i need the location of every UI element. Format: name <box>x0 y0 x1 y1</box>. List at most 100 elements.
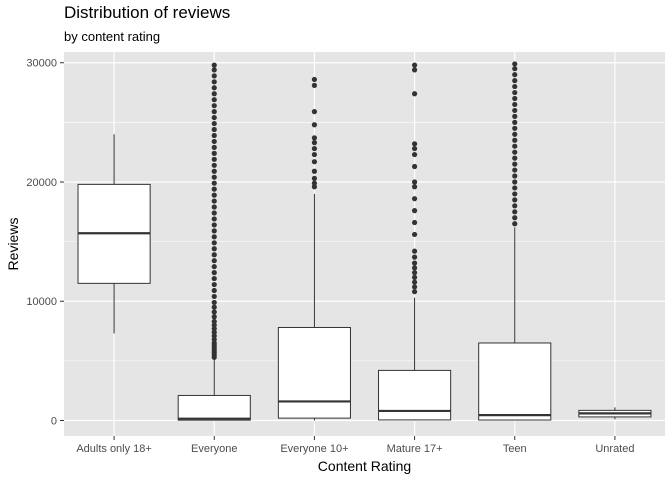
outlier-point <box>411 151 418 158</box>
outlier-point <box>211 109 217 115</box>
outlier-point <box>211 144 217 151</box>
outlier-point <box>211 85 217 91</box>
outlier-point <box>211 275 217 282</box>
outlier-point <box>311 151 318 158</box>
outlier-point <box>211 318 217 325</box>
outlier-point <box>211 168 217 174</box>
x-tick-label: Adults only 18+ <box>76 443 152 455</box>
outlier-point <box>211 174 217 180</box>
x-tick-label: Unrated <box>595 443 634 455</box>
boxes-layer <box>77 61 652 421</box>
outlier-point <box>211 246 217 252</box>
outlier-point <box>211 322 217 328</box>
outlier-point <box>211 210 217 216</box>
outlier-point <box>211 103 217 109</box>
outlier-point <box>411 279 418 285</box>
outlier-point <box>211 186 217 192</box>
outlier-point <box>411 163 418 170</box>
outlier-point <box>411 254 418 260</box>
outlier-point <box>512 191 518 197</box>
outlier-point <box>512 101 518 108</box>
outlier-point <box>512 149 518 155</box>
outlier-point <box>311 184 318 190</box>
outlier-point <box>211 91 217 97</box>
outlier-point <box>512 131 518 137</box>
outlier-point <box>311 76 318 83</box>
outlier-point <box>512 113 518 119</box>
outlier-point <box>211 264 217 270</box>
x-tick-label: Everyone <box>191 443 237 455</box>
y-tick-label: 20000 <box>26 177 57 189</box>
outlier-point <box>512 161 518 167</box>
y-tick-label: 10000 <box>26 296 57 308</box>
box <box>378 369 452 421</box>
outlier-point <box>211 73 217 79</box>
outlier-point <box>211 150 217 156</box>
outlier-point <box>411 141 418 147</box>
y-tick-label: 30000 <box>26 58 57 70</box>
outlier-point <box>211 326 217 332</box>
outlier-point <box>211 79 217 85</box>
y-tick-label: 0 <box>51 415 57 427</box>
y-axis: 0 10000 20000 30000 <box>26 58 64 427</box>
outlier-point <box>411 196 418 202</box>
outlier-point <box>311 140 318 146</box>
outlier-point <box>211 228 217 234</box>
outlier-point <box>311 122 318 128</box>
outlier-point <box>211 222 217 228</box>
box-group <box>77 134 151 334</box>
outlier-point <box>512 119 518 125</box>
outlier-point <box>411 274 418 280</box>
outlier-point <box>211 299 217 306</box>
outlier-point <box>512 83 518 90</box>
box <box>478 342 552 421</box>
outlier-point <box>512 95 518 102</box>
outlier-point <box>512 72 518 78</box>
outlier-point <box>512 61 518 67</box>
outlier-point <box>211 234 217 240</box>
x-axis: Adults only 18+ Everyone Everyone 10+ Matur… <box>76 436 634 455</box>
outlier-point <box>211 97 217 103</box>
outlier-point <box>512 197 518 203</box>
outlier-point <box>512 167 518 173</box>
outlier-point <box>512 203 518 209</box>
outlier-point <box>512 137 518 143</box>
outlier-point <box>411 270 418 276</box>
outlier-point <box>411 67 418 73</box>
x-tick-label: Mature 17+ <box>387 443 443 455</box>
outlier-point <box>211 138 217 145</box>
outlier-point <box>311 175 318 182</box>
outlier-point <box>311 82 318 88</box>
outlier-point <box>512 185 518 191</box>
outlier-point <box>512 221 518 227</box>
box-group <box>378 62 452 421</box>
box-group <box>578 407 652 420</box>
outlier-point <box>211 156 217 162</box>
box-group <box>177 62 251 421</box>
chart-subtitle: by content rating <box>64 29 161 44</box>
outlier-point <box>211 336 217 343</box>
outlier-point <box>411 219 418 226</box>
outlier-point <box>211 198 217 204</box>
outlier-point <box>211 62 217 68</box>
outlier-point <box>211 309 217 315</box>
outlier-point <box>411 289 418 295</box>
outlier-point <box>411 91 418 97</box>
outlier-point <box>211 132 217 139</box>
outlier-point <box>512 155 518 161</box>
outlier-point <box>211 240 217 246</box>
outlier-point <box>211 304 217 310</box>
outlier-point <box>311 168 318 174</box>
outlier-point <box>211 67 217 73</box>
outlier-point <box>512 66 518 72</box>
outlier-point <box>411 184 418 190</box>
outlier-point <box>211 114 217 121</box>
outlier-point <box>411 265 418 271</box>
outlier-point <box>411 284 418 290</box>
x-tick-label: Teen <box>503 443 527 455</box>
outlier-point <box>411 248 418 254</box>
outlier-point <box>512 215 518 221</box>
outlier-point <box>311 180 318 186</box>
y-axis-title: Reviews <box>5 218 21 271</box>
